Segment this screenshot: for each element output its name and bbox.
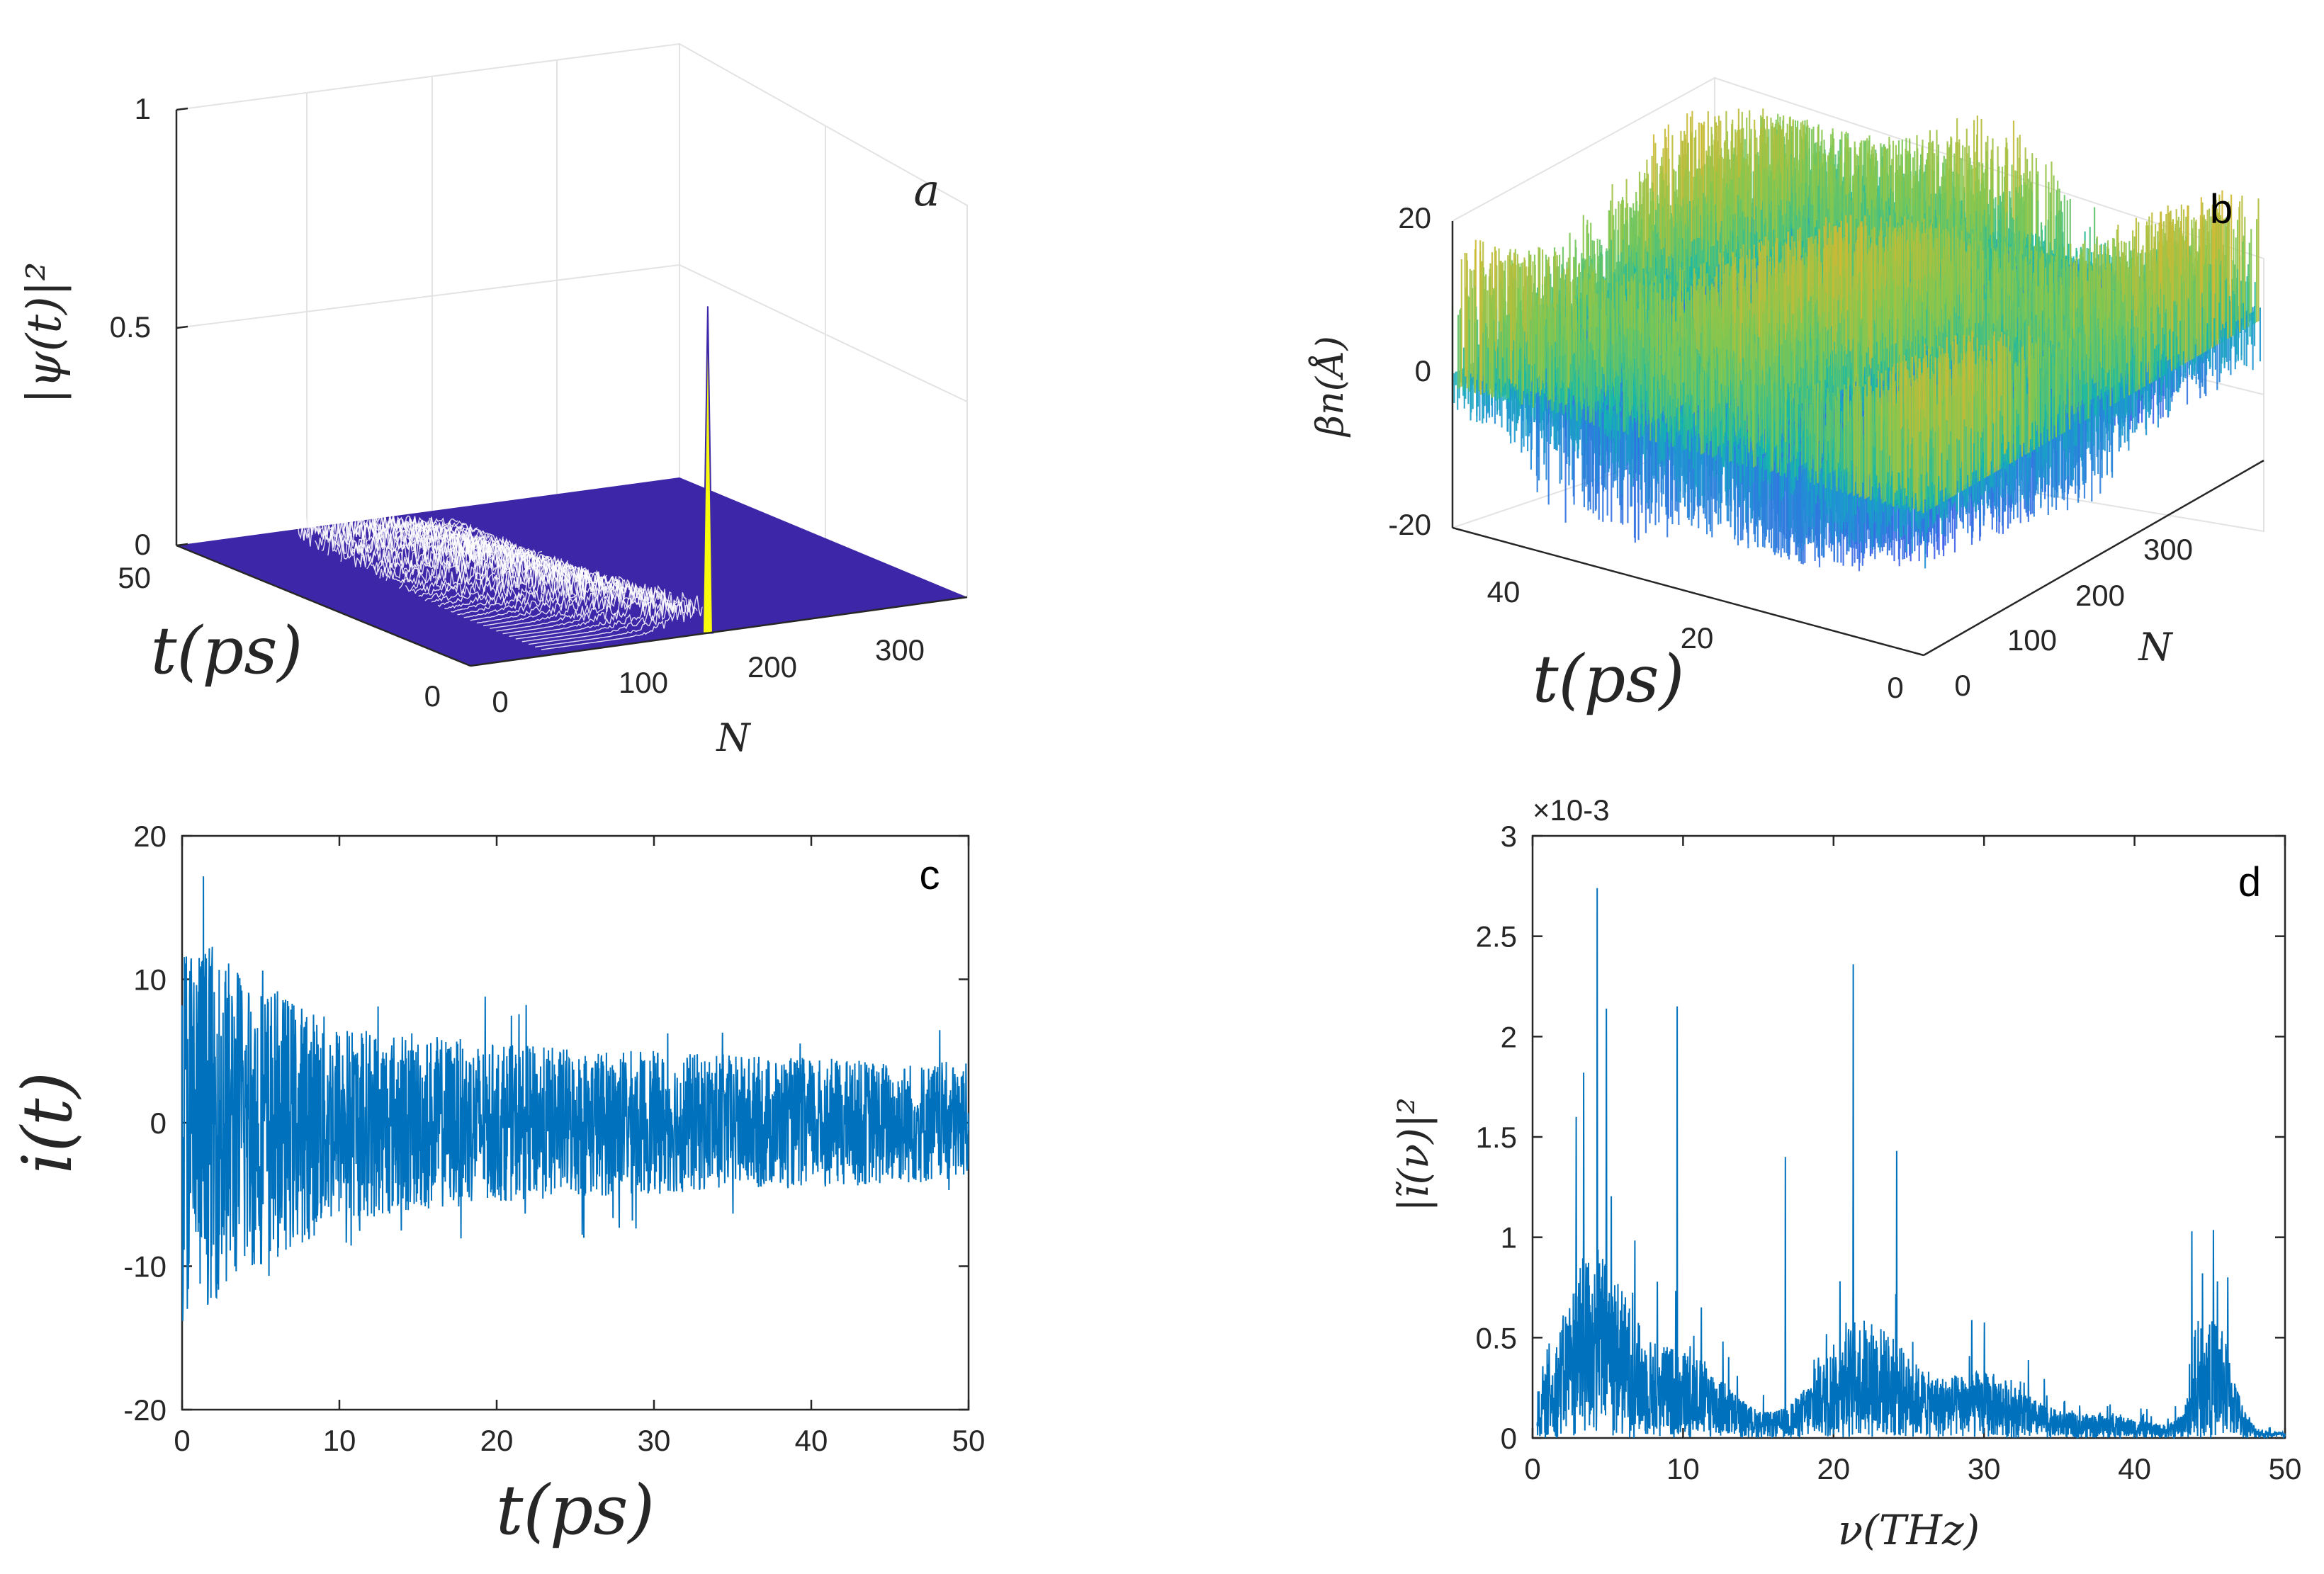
a-n-axis: [470, 596, 968, 667]
a-noise-ridges: [295, 512, 704, 650]
a-ridge-line: [405, 548, 569, 592]
panel-a: 1 0.5 0 50 0 0 100 200 300 |ψ(t)|² t(ps)…: [17, 43, 968, 760]
a-ridge-line: [476, 575, 640, 624]
a-ridge-line: [509, 584, 672, 637]
a-panel-letter: a: [914, 164, 940, 216]
a-n-label: N: [715, 715, 751, 760]
a-n-tick: 300: [875, 633, 925, 667]
a-z-tick: 1: [135, 92, 151, 125]
panel-b: 20 0 -20 40 20 0 0 100 200 300 βn(Å) t(p…: [1308, 77, 2264, 717]
a-ridge-line: [470, 571, 633, 621]
b-surface: [1451, 108, 2261, 572]
a-ridge-line: [541, 595, 704, 650]
a-z-tick: 0: [135, 528, 151, 561]
a-ridge-line: [295, 512, 458, 540]
a-ridge-line: [496, 580, 659, 632]
a-t-tick: 50: [118, 561, 151, 594]
a-ridge-line: [515, 587, 679, 640]
a-n-tick: 0: [492, 685, 508, 718]
a-grid-z05: [176, 264, 680, 329]
a-z-label: |ψ(t)|²: [17, 262, 72, 404]
a-ridge-line: [301, 512, 465, 541]
a-ridge-line: [463, 568, 627, 618]
a-ridge-line: [490, 579, 653, 629]
a-grid-z05-side: [679, 264, 968, 402]
a-ridge-line: [521, 591, 685, 642]
a-t-label: t(ps): [151, 613, 303, 689]
a-z-tick: 0.5: [110, 310, 151, 344]
a-ridge-line: [327, 521, 491, 556]
a-ridge-line: [535, 599, 698, 647]
a-n-tick: 100: [619, 666, 668, 699]
a-t-tick: 0: [424, 679, 441, 713]
a-peak: [701, 306, 713, 634]
a-t-axis: [176, 544, 471, 667]
a-n-tick: 200: [748, 650, 797, 684]
a-back-wall: [176, 43, 680, 547]
a-ridge-line: [308, 514, 472, 547]
